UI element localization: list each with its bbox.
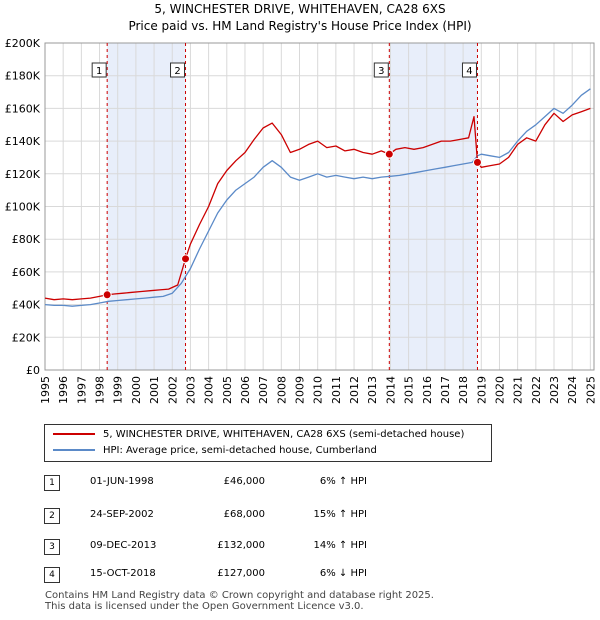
x-tick-label: 2007: [257, 376, 270, 404]
sale-marker-label: 2: [174, 66, 180, 77]
table-row: 4 15-OCT-2018 £127,000 6% ↓ HPI: [42, 564, 462, 584]
x-tick-label: 1996: [57, 376, 70, 404]
x-tick-label: 2008: [275, 376, 288, 404]
x-tick-label: 2020: [493, 376, 506, 404]
x-tick-label: 2019: [475, 376, 488, 404]
sale-marker-point: [102, 290, 112, 300]
x-tick-label: 2012: [348, 376, 361, 404]
transaction-price: £127,000: [217, 568, 265, 579]
footer-attribution: Contains HM Land Registry data © Crown c…: [45, 590, 434, 612]
transaction-hpi-diff: 6% ↑ HPI: [319, 476, 367, 487]
sale-marker-badge: [373, 62, 389, 78]
x-tick-label: 2018: [457, 376, 470, 404]
series-line-hpi: [44, 88, 591, 307]
chart-legend: 5, WINCHESTER DRIVE, WHITEHAVEN, CA28 6X…: [44, 424, 492, 462]
y-tick-label: £200K: [5, 37, 41, 50]
transaction-price: £46,000: [223, 476, 265, 487]
x-tick-label: 2004: [203, 376, 216, 404]
x-tick-label: 1997: [75, 376, 88, 404]
sale-marker-badge: [170, 62, 186, 78]
transaction-date: 15-OCT-2018: [90, 568, 156, 579]
transaction-price: £132,000: [217, 540, 265, 551]
x-tick-label: 2014: [384, 376, 397, 404]
transaction-number-badge: 2: [44, 508, 60, 524]
x-tick-label: 2022: [530, 376, 543, 404]
x-tick-label: 2011: [330, 376, 343, 404]
transaction-number-badge: 3: [44, 539, 60, 555]
price-chart: £0 £20K £40K £60K £80K £100K £120K £140K £160K £1…: [5, 37, 598, 404]
legend-label-property: 5, WINCHESTER DRIVE, WHITEHAVEN, CA28 6X…: [103, 429, 465, 440]
transaction-date: 09-DEC-2013: [90, 540, 157, 551]
sale-marker-point: [384, 149, 394, 159]
transaction-hpi-diff: 6% ↓ HPI: [319, 568, 367, 579]
y-tick-label: £80K: [12, 233, 41, 246]
x-tick-label: 2015: [403, 376, 416, 404]
y-tick-label: £180K: [5, 70, 41, 83]
x-tick-label: 2025: [584, 376, 597, 404]
chart-title-line1: 5, WINCHESTER DRIVE, WHITEHAVEN, CA28 6X…: [154, 2, 446, 16]
sale-marker-badge: [461, 62, 477, 78]
x-tick-label: 2017: [439, 376, 452, 404]
y-tick-label: £140K: [5, 135, 41, 148]
x-tick-label: 1995: [39, 376, 52, 404]
x-tick-label: 2009: [294, 376, 307, 404]
x-tick-label: 2001: [148, 376, 161, 404]
sale-marker-label: 3: [378, 66, 384, 77]
x-tick-label: 1999: [112, 376, 125, 404]
y-tick-label: £20K: [12, 331, 41, 344]
legend-entry-property: 5, WINCHESTER DRIVE, WHITEHAVEN, CA28 6X…: [53, 427, 464, 443]
legend-line-red: [53, 433, 95, 435]
x-tick-label: 2010: [312, 376, 325, 404]
x-tick-label: 2023: [548, 376, 561, 404]
sale-marker-label: 1: [96, 66, 102, 77]
sale-marker-label: 4: [466, 66, 472, 77]
transaction-hpi-diff: 14% ↑ HPI: [313, 540, 367, 551]
transaction-price: £68,000: [223, 509, 265, 520]
x-tick-label: 2002: [166, 376, 179, 404]
table-row: 1 01-JUN-1998 £46,000 6% ↑ HPI: [42, 472, 462, 492]
x-tick-label: 2005: [221, 376, 234, 404]
x-tick-label: 2013: [366, 376, 379, 404]
y-tick-label: £40K: [12, 299, 41, 312]
plot-border: [44, 42, 595, 371]
transaction-number-badge: 1: [44, 475, 60, 491]
table-row: 3 09-DEC-2013 £132,000 14% ↑ HPI: [42, 536, 462, 556]
sale-marker-point: [181, 254, 191, 264]
x-tick-label: 2016: [421, 376, 434, 404]
transaction-date: 01-JUN-1998: [90, 476, 154, 487]
x-tick-label: 2000: [130, 376, 143, 404]
x-tick-label: 2003: [184, 376, 197, 404]
y-tick-label: £0: [26, 364, 40, 377]
x-tick-label: 1998: [94, 376, 107, 404]
x-tick-label: 2006: [239, 376, 252, 404]
transaction-hpi-diff: 15% ↑ HPI: [313, 509, 367, 520]
transaction-date: 24-SEP-2002: [90, 509, 154, 520]
y-tick-label: £160K: [5, 102, 41, 115]
footer-line1: Contains HM Land Registry data © Crown c…: [45, 590, 434, 601]
legend-label-hpi: HPI: Average price, semi-detached house,…: [103, 445, 377, 456]
sale-marker-point: [472, 157, 482, 167]
legend-line-blue: [53, 449, 95, 451]
table-row: 2 24-SEP-2002 £68,000 15% ↑ HPI: [42, 505, 462, 525]
transaction-number-badge: 4: [44, 567, 60, 583]
y-tick-label: £100K: [5, 201, 41, 214]
sale-marker-badge: [91, 62, 107, 78]
x-tick-label: 2024: [566, 376, 579, 404]
footer-line2: This data is licensed under the Open Gov…: [45, 601, 364, 612]
x-tick-label: 2021: [512, 376, 525, 404]
series-line-property: [44, 107, 591, 301]
y-tick-label: £60K: [12, 266, 41, 279]
chart-title-line2: Price paid vs. HM Land Registry's House …: [128, 19, 472, 33]
y-tick-label: £120K: [5, 168, 41, 181]
legend-entry-hpi: HPI: Average price, semi-detached house,…: [53, 443, 377, 459]
